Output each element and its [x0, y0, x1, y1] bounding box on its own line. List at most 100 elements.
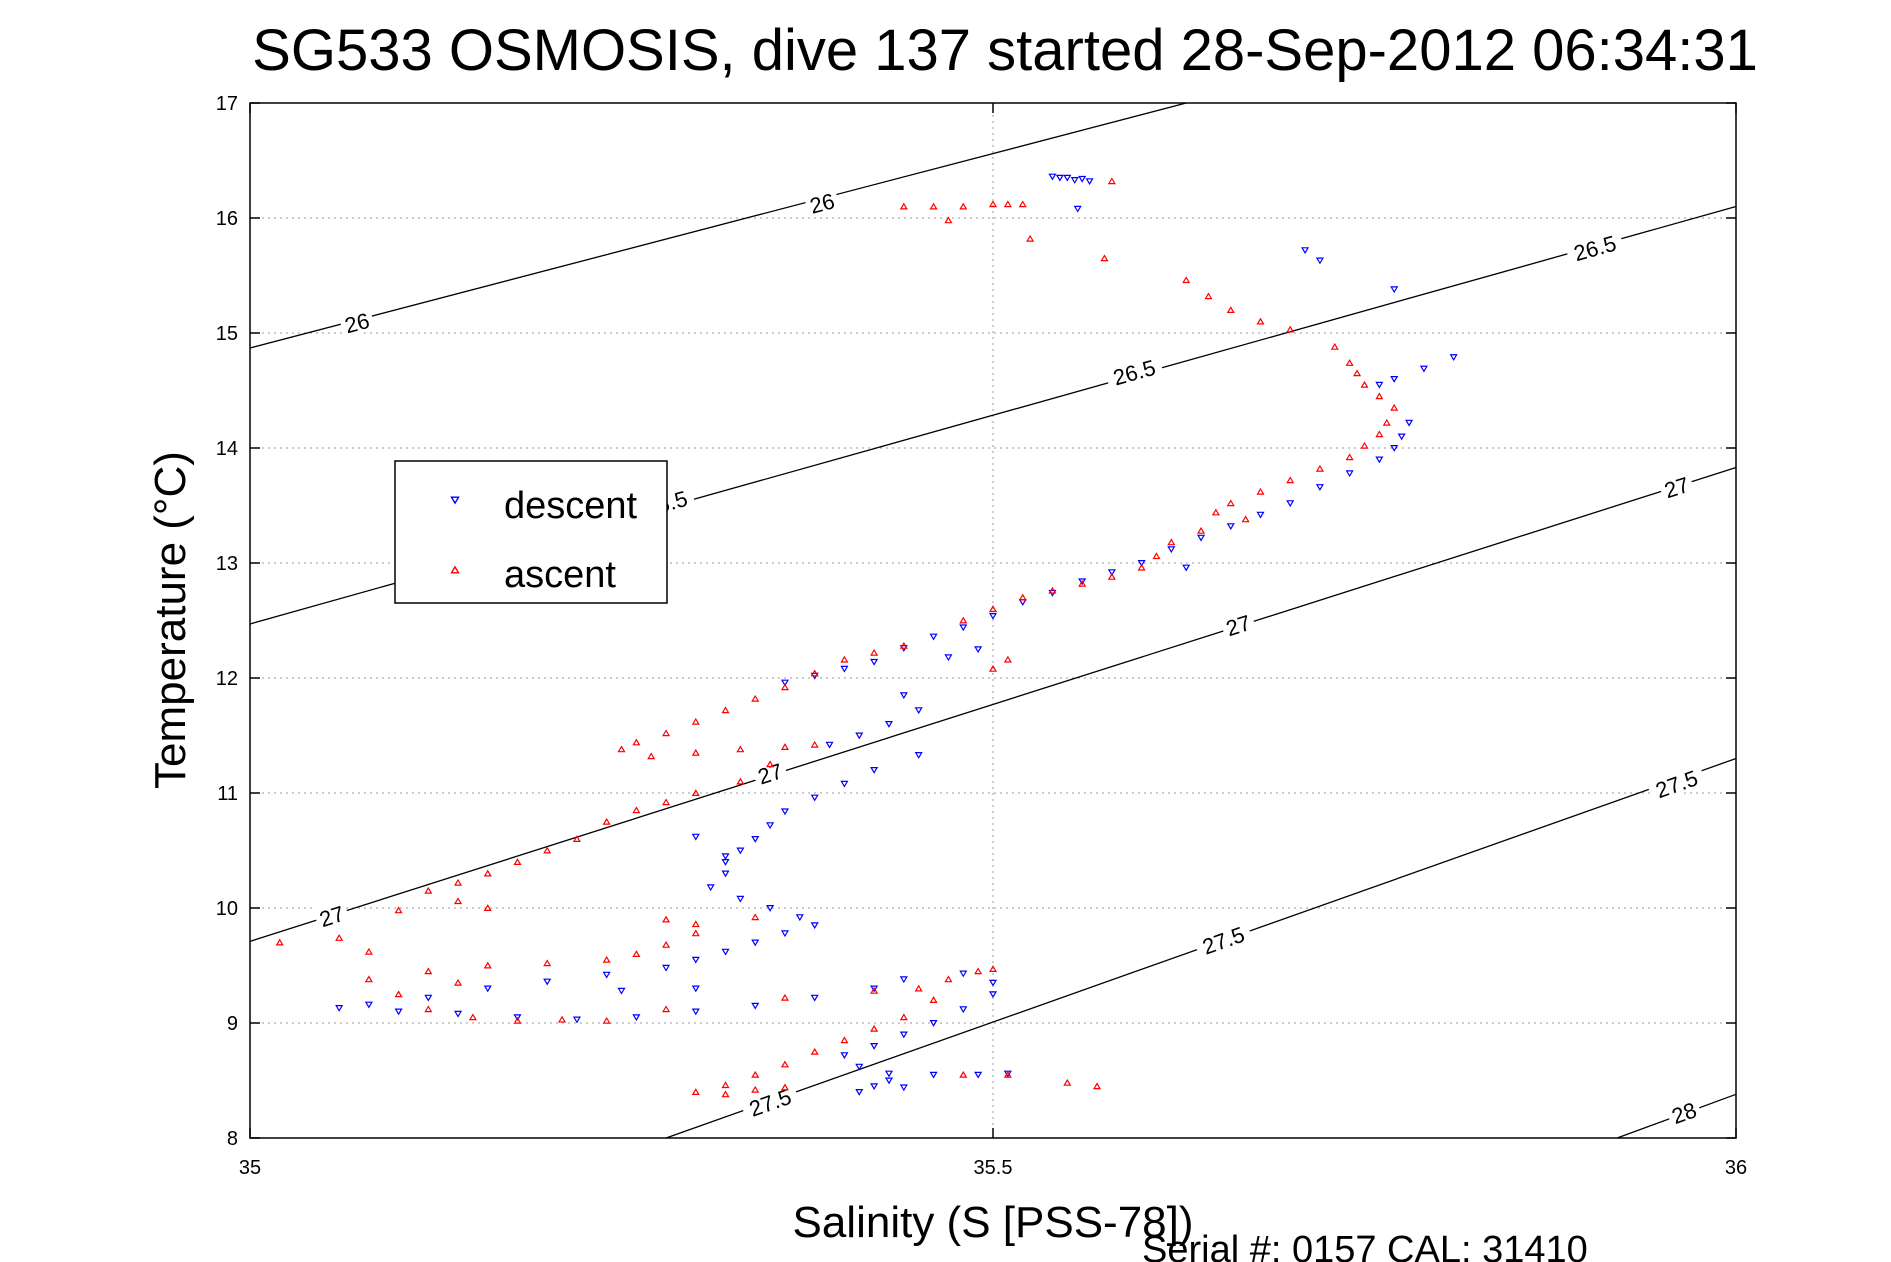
- ascent-point: [602, 817, 611, 825]
- density-contour-27: [249, 466, 1737, 942]
- ascent-point: [394, 990, 403, 998]
- descent-point: [691, 956, 700, 964]
- ascent-point: [959, 1070, 968, 1078]
- descent-point: [1375, 456, 1384, 464]
- descent-point: [870, 985, 879, 993]
- ascent-point: [1382, 418, 1391, 426]
- ascent-point: [1078, 579, 1087, 587]
- descent-point: [1419, 365, 1428, 373]
- descent-point: [706, 884, 715, 892]
- ascent-point: [691, 920, 700, 928]
- descent-point: [1167, 546, 1176, 554]
- descent-point: [513, 1014, 522, 1022]
- descent-point: [602, 971, 611, 979]
- ascent-point: [974, 967, 983, 975]
- ascent-point: [736, 745, 745, 753]
- descent-point: [1085, 178, 1094, 186]
- descent-point: [870, 766, 879, 774]
- x-tick-label: 35.5: [974, 1157, 1013, 1179]
- ascent-point: [899, 202, 908, 210]
- descent-point: [855, 1088, 864, 1096]
- descent-point: [1449, 354, 1458, 362]
- descent-point: [899, 1031, 908, 1039]
- ascent-point: [1003, 655, 1012, 663]
- ascent-point: [468, 1013, 477, 1021]
- ascent-point: [1360, 380, 1369, 388]
- y-tick-label: 16: [216, 208, 238, 230]
- descent-point: [988, 979, 998, 987]
- ascent-point: [929, 202, 938, 210]
- ascent-point: [810, 740, 819, 748]
- descent-point: [974, 1071, 983, 1079]
- ascent-point: [1241, 515, 1250, 523]
- descent-point: [944, 654, 953, 662]
- descent-point: [1063, 174, 1072, 182]
- ascent-point: [662, 1005, 671, 1013]
- descent-point: [780, 808, 790, 816]
- ascent-point: [364, 975, 373, 983]
- ascent-point: [870, 1024, 879, 1032]
- descent-point: [959, 1006, 968, 1014]
- ascent-point: [840, 1036, 849, 1044]
- descent-point: [1048, 173, 1057, 181]
- ascent-point: [1375, 430, 1384, 438]
- ascent-point: [1345, 359, 1354, 366]
- descent-point: [1070, 177, 1079, 184]
- ascent-point: [988, 965, 998, 972]
- descent-point: [884, 1077, 894, 1085]
- descent-point: [453, 1010, 463, 1018]
- axis-ticks: 35 35.5 36 8 9 10 11 12 13 14 15 16 17: [216, 93, 1747, 1179]
- ascent-point: [394, 906, 403, 914]
- contour-label: 26: [803, 186, 841, 219]
- ascent-point: [988, 200, 998, 208]
- ascent-point: [602, 1016, 611, 1024]
- descent-point: [691, 985, 700, 993]
- ascent-point: [751, 1085, 760, 1093]
- ascent-point: [662, 940, 671, 948]
- ascent-point: [691, 1088, 700, 1096]
- y-tick-label: 11: [217, 783, 238, 805]
- ascent-point: [453, 878, 463, 886]
- ascent-point: [1360, 441, 1369, 449]
- ascent-point: [1003, 1070, 1012, 1078]
- ascent-point: [424, 967, 433, 975]
- descent-point: [617, 987, 626, 995]
- descent-point: [691, 1008, 700, 1016]
- ascent-point: [929, 996, 938, 1004]
- ascent-point: [617, 745, 626, 753]
- ascent-point: [721, 1081, 730, 1089]
- descent-point: [1375, 381, 1384, 389]
- descent-point: [662, 964, 671, 972]
- legend-marker-descent: [450, 496, 460, 505]
- ascent-point: [1003, 200, 1012, 208]
- descent-point: [988, 991, 998, 999]
- ascent-point: [1152, 552, 1161, 560]
- ascent-point: [736, 777, 745, 785]
- ascent-point: [751, 694, 760, 702]
- y-tick-label: 17: [216, 93, 238, 115]
- descent-point: [1390, 376, 1399, 383]
- descent-point: [855, 732, 864, 740]
- ascent-point: [780, 743, 790, 751]
- ascent-point: [988, 605, 998, 613]
- svg-text:26: 26: [342, 308, 372, 338]
- ascent-point: [721, 1090, 730, 1098]
- descent-point: [929, 633, 938, 641]
- descent-point: [572, 1016, 581, 1024]
- ascent-point: [751, 1070, 760, 1078]
- ascent-point: [662, 915, 671, 923]
- y-tick-label: 13: [216, 553, 238, 575]
- descent-point: [721, 870, 730, 878]
- ascent-point: [1390, 403, 1399, 411]
- descent-point: [1196, 534, 1206, 542]
- descent-point: [1055, 174, 1064, 182]
- ascent-point: [1063, 1078, 1072, 1086]
- ascent-point: [483, 961, 492, 969]
- ascent-point: [840, 655, 849, 663]
- ascent-point: [1286, 476, 1295, 484]
- ascent-point: [364, 947, 373, 955]
- ascent-point: [914, 984, 923, 992]
- descent-point: [335, 1005, 344, 1012]
- ascent-point: [899, 1013, 908, 1021]
